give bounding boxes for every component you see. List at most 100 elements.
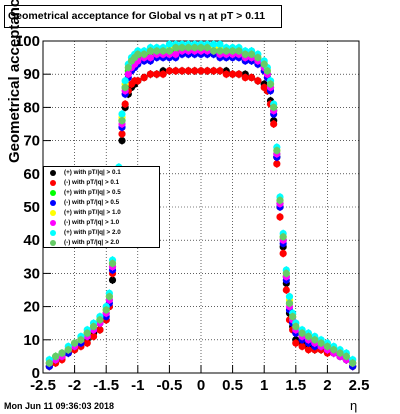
data-point xyxy=(285,299,294,307)
legend: (+) with pT/|q| > 0.1 (-) with pT/|q| > 0… xyxy=(43,166,160,248)
data-point xyxy=(121,100,129,108)
data-point xyxy=(270,120,278,128)
data-point xyxy=(222,47,230,55)
data-point xyxy=(235,47,243,55)
data-point xyxy=(102,306,110,314)
data-point xyxy=(146,70,155,78)
data-point xyxy=(96,316,104,324)
data-point xyxy=(118,117,126,125)
data-point xyxy=(254,77,262,85)
data-point xyxy=(330,346,338,354)
data-point xyxy=(140,73,148,82)
legend-marker xyxy=(50,190,56,196)
data-point xyxy=(172,67,180,75)
data-point xyxy=(203,44,211,52)
data-point xyxy=(77,336,85,344)
data-point xyxy=(172,50,180,58)
x-tick-label: 1 xyxy=(260,377,268,394)
legend-marker xyxy=(50,210,56,216)
data-point xyxy=(304,346,313,354)
data-point xyxy=(336,349,344,357)
data-point xyxy=(83,339,91,347)
data-point xyxy=(317,339,325,347)
data-point xyxy=(203,67,211,75)
x-tick-label: 2.5 xyxy=(349,377,370,394)
data-point xyxy=(124,70,132,78)
legend-label: (-) with pT/|q| > 0.5 xyxy=(64,199,120,206)
legend-label: (+) with pT/|q| > 0.5 xyxy=(64,189,121,196)
y-tick-label: 50 xyxy=(23,199,40,216)
x-tick-label: -1 xyxy=(131,377,144,394)
data-point xyxy=(216,47,224,55)
data-point xyxy=(52,352,60,360)
data-point xyxy=(263,67,271,75)
data-point xyxy=(165,40,173,48)
data-point xyxy=(247,73,256,82)
data-point xyxy=(247,50,256,58)
data-point xyxy=(311,336,319,344)
legend-marker xyxy=(50,240,56,246)
data-point xyxy=(197,44,205,52)
legend-label: (-) with pT/|q| > 2.0 xyxy=(64,239,120,246)
data-point xyxy=(64,346,72,354)
data-point xyxy=(178,44,186,52)
y-tick-label: 10 xyxy=(23,332,40,349)
legend-label: (+) with pT/|q| > 0.1 xyxy=(64,169,121,176)
data-point xyxy=(146,54,155,62)
legend-label: (-) with pT/|q| > 1.0 xyxy=(64,219,120,226)
data-point xyxy=(276,213,284,221)
data-point xyxy=(121,83,129,92)
x-tick-label: 0 xyxy=(197,377,205,394)
legend-marker xyxy=(50,170,56,176)
data-point xyxy=(270,103,278,111)
data-point xyxy=(45,359,53,367)
data-point xyxy=(153,70,161,78)
data-point xyxy=(289,312,297,321)
x-tick-label: -0.5 xyxy=(156,377,182,394)
data-point xyxy=(146,47,155,55)
data-point xyxy=(71,339,79,347)
data-point xyxy=(282,269,290,277)
data-point xyxy=(108,276,117,284)
data-point xyxy=(273,146,281,155)
data-point xyxy=(134,77,142,85)
x-axis-label: η xyxy=(350,398,358,413)
x-tick-label: -1.5 xyxy=(93,377,119,394)
x-tick-label: -2.5 xyxy=(30,377,56,394)
data-point xyxy=(124,63,132,72)
data-point xyxy=(241,73,249,82)
data-point xyxy=(108,259,117,268)
x-tick-label: 0.5 xyxy=(222,377,243,394)
data-point xyxy=(235,70,243,78)
data-point xyxy=(210,47,218,55)
x-tick-label: 1.5 xyxy=(285,377,306,394)
y-tick-label: 80 xyxy=(23,99,40,116)
data-point xyxy=(282,286,290,294)
data-point xyxy=(254,54,262,62)
data-point xyxy=(349,359,357,367)
data-point xyxy=(96,326,104,334)
data-point xyxy=(273,160,281,168)
data-point xyxy=(241,50,249,58)
legend-marker xyxy=(50,200,56,206)
legend-marker xyxy=(50,180,56,186)
data-point xyxy=(83,329,91,337)
data-point xyxy=(134,50,142,58)
data-point xyxy=(172,44,180,52)
chart-title: Geometrical acceptance for Global vs η a… xyxy=(4,5,282,28)
data-point xyxy=(298,329,306,337)
y-tick-label: 40 xyxy=(23,232,40,249)
data-point xyxy=(165,47,173,55)
y-tick-label: 30 xyxy=(23,265,40,282)
legend-label: (+) with pT/|q| > 2.0 xyxy=(64,229,121,236)
data-point xyxy=(178,67,186,75)
data-point xyxy=(118,137,126,145)
data-point xyxy=(165,67,173,75)
y-tick-label: 0 xyxy=(32,365,40,382)
data-point xyxy=(229,47,237,55)
data-point xyxy=(260,60,268,68)
data-point xyxy=(89,322,98,331)
data-point xyxy=(159,70,167,78)
data-point xyxy=(304,332,313,341)
data-point xyxy=(229,70,237,78)
